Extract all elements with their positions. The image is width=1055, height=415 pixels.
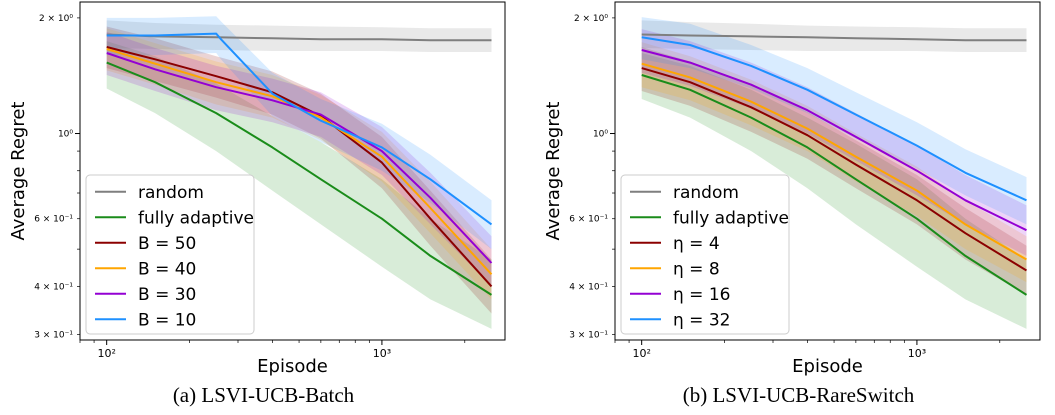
x-tick-label-1: 10³ xyxy=(373,347,391,360)
legend-label-1: fully adaptive xyxy=(138,208,254,228)
legend-label-2: B = 50 xyxy=(138,234,196,254)
legend-box xyxy=(85,174,255,335)
series-line-4 xyxy=(641,49,1027,232)
band-5 xyxy=(106,16,492,250)
chart-svg-b: 10² 10³ 2 × 10⁰ 10⁰ 6 × 10⁻¹ 4 × 10⁻¹ 3 × 10⁻¹… xyxy=(543,1,1041,377)
y-tick-label-2: 6 × 10⁻¹ xyxy=(569,215,608,225)
chart-svg-a: 10² 10³ 2 × 10⁰ 10⁰ 6 × 10⁻¹ 4 × 10⁻¹ 3 × 10⁻¹… xyxy=(8,1,506,377)
y-axis-ticks: 2 × 10⁰ 10⁰ 6 × 10⁻¹ 4 × 10⁻¹ 3 × 10⁻¹ xyxy=(34,14,80,340)
band-2 xyxy=(641,47,1027,295)
series-line-5 xyxy=(641,36,1027,202)
y-tick-label-4: 3 × 10⁻¹ xyxy=(569,330,608,340)
chart-caption-a: (a) LSVI-UCB-Batch xyxy=(172,383,355,407)
y-axis-ticks: 2 × 10⁰ 10⁰ 6 × 10⁻¹ 4 × 10⁻¹ 3 × 10⁻¹ xyxy=(569,14,615,340)
x-axis-ticks: 10² 10³ xyxy=(79,340,466,360)
chart-panel-a: 10² 10³ 2 × 10⁰ 10⁰ 6 × 10⁻¹ 4 × 10⁻¹ 3 × 10⁻¹… xyxy=(0,0,527,415)
confidence-bands xyxy=(106,16,492,329)
band-1 xyxy=(106,41,492,329)
series-line-2 xyxy=(641,67,1028,272)
legend-label-5: B = 10 xyxy=(138,310,196,330)
series-line-2 xyxy=(106,46,493,288)
legend: random fully adaptive η = 4 η = 8 η = 16 η = … xyxy=(620,174,790,335)
band-0 xyxy=(641,20,1027,52)
x-tick-label-0: 10² xyxy=(632,347,650,360)
legend-label-0: random xyxy=(138,183,204,203)
series-lines xyxy=(641,33,1028,296)
series-line-1 xyxy=(641,74,1028,296)
y-tick-label-3: 4 × 10⁻¹ xyxy=(569,282,608,292)
x-tick-label-1: 10³ xyxy=(908,347,926,360)
x-axis-label: Episode xyxy=(257,356,328,377)
band-4 xyxy=(106,31,492,287)
x-tick-label-0: 10² xyxy=(97,347,115,360)
series-line-0 xyxy=(641,33,1027,42)
legend-label-4: η = 16 xyxy=(673,285,730,305)
y-tick-label-0: 2 × 10⁰ xyxy=(39,14,73,24)
band-2 xyxy=(106,26,492,314)
legend-label-0: random xyxy=(673,183,739,203)
y-axis-label: Average Regret xyxy=(543,102,564,241)
x-axis-ticks: 10² 10³ xyxy=(614,340,1001,360)
y-axis-label: Average Regret xyxy=(8,102,29,241)
x-axis-label: Episode xyxy=(792,356,863,377)
legend-label-3: η = 8 xyxy=(673,259,720,279)
y-tick-label-0: 2 × 10⁰ xyxy=(574,14,608,24)
confidence-bands xyxy=(641,17,1027,329)
band-1 xyxy=(641,53,1027,329)
series-line-5 xyxy=(106,32,493,226)
legend-label-3: B = 40 xyxy=(138,259,196,279)
legend-box xyxy=(620,174,790,335)
y-tick-label-1: 10⁰ xyxy=(593,130,608,140)
y-tick-label-3: 4 × 10⁻¹ xyxy=(34,282,73,292)
legend: random fully adaptive B = 50 B = 40 B = 30 B … xyxy=(85,174,255,335)
series-lines xyxy=(106,32,493,296)
y-tick-label-1: 10⁰ xyxy=(58,130,73,140)
series-line-0 xyxy=(106,33,492,42)
y-tick-label-4: 3 × 10⁻¹ xyxy=(34,330,73,340)
band-3 xyxy=(106,28,492,300)
y-tick-label-2: 6 × 10⁻¹ xyxy=(34,215,73,225)
band-5 xyxy=(641,17,1027,225)
chart-caption-b: (b) LSVI-UCB-RareSwitch xyxy=(682,383,915,407)
legend-label-1: fully adaptive xyxy=(673,208,789,228)
series-line-3 xyxy=(641,62,1027,261)
chart-panel-b: 10² 10³ 2 × 10⁰ 10⁰ 6 × 10⁻¹ 4 × 10⁻¹ 3 × 10⁻¹… xyxy=(535,0,1055,415)
legend-label-5: η = 32 xyxy=(673,310,730,330)
legend-label-4: B = 30 xyxy=(138,285,196,305)
band-0 xyxy=(106,20,492,52)
series-line-1 xyxy=(106,61,493,296)
legend-label-2: η = 4 xyxy=(673,234,720,254)
